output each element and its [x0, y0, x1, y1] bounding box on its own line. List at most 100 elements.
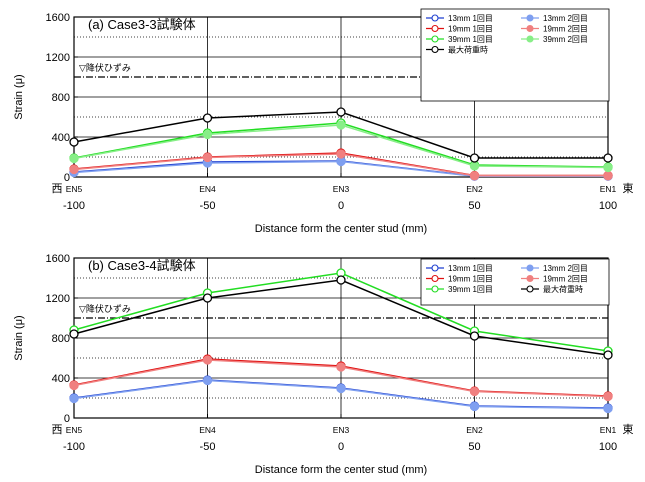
yield-line-label: ▽降伏ひずみ — [79, 62, 131, 73]
series-light_blue — [69, 375, 613, 414]
series-salmon — [69, 355, 613, 402]
y-tick-label: 400 — [52, 132, 70, 144]
legend-swatch-marker — [431, 274, 439, 283]
x-tick-label: 100 — [599, 200, 617, 212]
data-point — [469, 331, 480, 341]
point-label: EN5 — [66, 425, 83, 435]
x-tick-label: 100 — [599, 441, 617, 453]
west-label: 西 — [52, 424, 63, 436]
data-point — [469, 386, 480, 397]
point-label: EN3 — [333, 425, 350, 435]
legend-swatch-marker — [431, 264, 439, 272]
data-point — [202, 113, 213, 123]
data-point — [336, 275, 346, 285]
west-label: 西 — [52, 183, 63, 195]
legend-label: 13mm 2回目 — [543, 264, 588, 273]
data-point — [336, 120, 346, 130]
data-point — [336, 149, 346, 159]
east-label: 東 — [623, 423, 634, 436]
legend-label: 最大荷重時 — [543, 284, 583, 294]
x-axis-label: Distance form the center stud (mm) — [255, 223, 427, 235]
data-point — [603, 162, 613, 173]
data-point — [202, 293, 213, 303]
data-point — [202, 375, 213, 386]
data-point — [69, 137, 79, 147]
legend-label: 39mm 1回目 — [448, 35, 493, 44]
chart-title: (a) Case3-3試験体 — [88, 17, 196, 32]
legend-item: 13mm 1回目 — [426, 14, 493, 23]
x-tick-label: 50 — [468, 200, 480, 212]
data-point — [469, 171, 480, 181]
legend-swatch-marker — [431, 14, 439, 22]
point-label: EN2 — [466, 425, 483, 435]
data-point — [202, 152, 213, 163]
data-point — [603, 403, 613, 414]
y-tick-label: 400 — [52, 373, 70, 385]
point-label: EN4 — [199, 425, 216, 435]
point-label: EN4 — [199, 184, 216, 194]
data-point — [603, 391, 613, 402]
legend-label: 最大荷重時 — [448, 45, 488, 55]
data-point — [202, 129, 213, 140]
data-point — [336, 107, 346, 117]
data-point — [69, 329, 79, 339]
legend-swatch-marker — [526, 285, 534, 293]
y-tick-label: 800 — [52, 92, 70, 104]
legend-swatch-marker — [431, 285, 439, 293]
chart-panel-b: ▽降伏ひずみ 0 400 800 1200 1600 -100 -50 0 50 100 EN5 EN4… — [13, 253, 634, 476]
data-point — [69, 153, 79, 164]
legend-label: 19mm 1回目 — [448, 25, 493, 34]
legend: 13mm 1回目 13mm 2回目 19mm 1回目 19mm 2回目 39mm 1回目… — [420, 258, 610, 306]
legend-label: 39mm 1回目 — [448, 285, 493, 294]
legend-item: 39mm 1回目 — [426, 285, 493, 294]
y-tick-label: 0 — [64, 172, 70, 184]
y-tick-label: 1200 — [46, 52, 70, 64]
chart-title: (b) Case3-4試験体 — [88, 258, 196, 273]
x-tick-label: 50 — [468, 441, 480, 453]
x-axis-label: Distance form the center stud (mm) — [255, 464, 427, 476]
legend-item: 19mm 1回目 — [426, 275, 493, 284]
data-point — [69, 164, 79, 175]
series-light_green — [69, 120, 613, 173]
legend-item: 13mm 2回目 — [521, 14, 588, 23]
legend-item: 19mm 2回目 — [521, 25, 588, 34]
legend-item: 最大荷重時 — [426, 45, 488, 55]
y-tick-label: 800 — [52, 333, 70, 345]
legend-box — [420, 258, 610, 306]
x-tick-label: -50 — [200, 200, 216, 212]
data-point — [469, 153, 480, 163]
data-point — [603, 350, 613, 360]
legend-swatch-marker — [526, 35, 534, 43]
x-tick-label: -100 — [63, 200, 85, 212]
legend-swatch-marker — [431, 24, 439, 33]
data-point — [202, 355, 213, 365]
data-point — [336, 362, 346, 372]
point-label: EN1 — [600, 184, 617, 194]
y-tick-label: 1600 — [46, 253, 70, 265]
data-point — [336, 156, 346, 167]
x-tick-label: 0 — [338, 441, 344, 453]
data-point — [603, 171, 613, 181]
series-black — [69, 107, 613, 163]
legend-item: 19mm 2回目 — [521, 275, 588, 284]
point-label: EN3 — [333, 184, 350, 194]
data-point — [469, 401, 480, 412]
legend-label: 19mm 2回目 — [543, 275, 588, 284]
legend-label: 19mm 2回目 — [543, 25, 588, 34]
point-label: EN1 — [600, 425, 617, 435]
legend-item: 最大荷重時 — [521, 284, 583, 294]
legend-label: 13mm 1回目 — [448, 264, 493, 273]
data-point — [69, 393, 79, 404]
y-tick-label: 0 — [64, 413, 70, 425]
data-point — [69, 380, 79, 391]
legend-swatch-marker — [526, 24, 534, 33]
legend-swatch-marker — [526, 14, 534, 22]
legend-item: 19mm 1回目 — [426, 25, 493, 34]
chart-panel-a: ▽降伏ひずみ 0 400 800 1200 1600 -100 -50 0 50 100 EN5 EN4… — [13, 8, 634, 235]
legend: 13mm 1回目 13mm 2回目 19mm 1回目 19mm 2回目 39mm 1回目… — [420, 8, 610, 102]
legend-item: 13mm 1回目 — [426, 264, 493, 273]
legend-label: 13mm 1回目 — [448, 14, 493, 23]
legend-item: 39mm 1回目 — [426, 35, 493, 44]
legend-swatch-marker — [526, 274, 534, 283]
